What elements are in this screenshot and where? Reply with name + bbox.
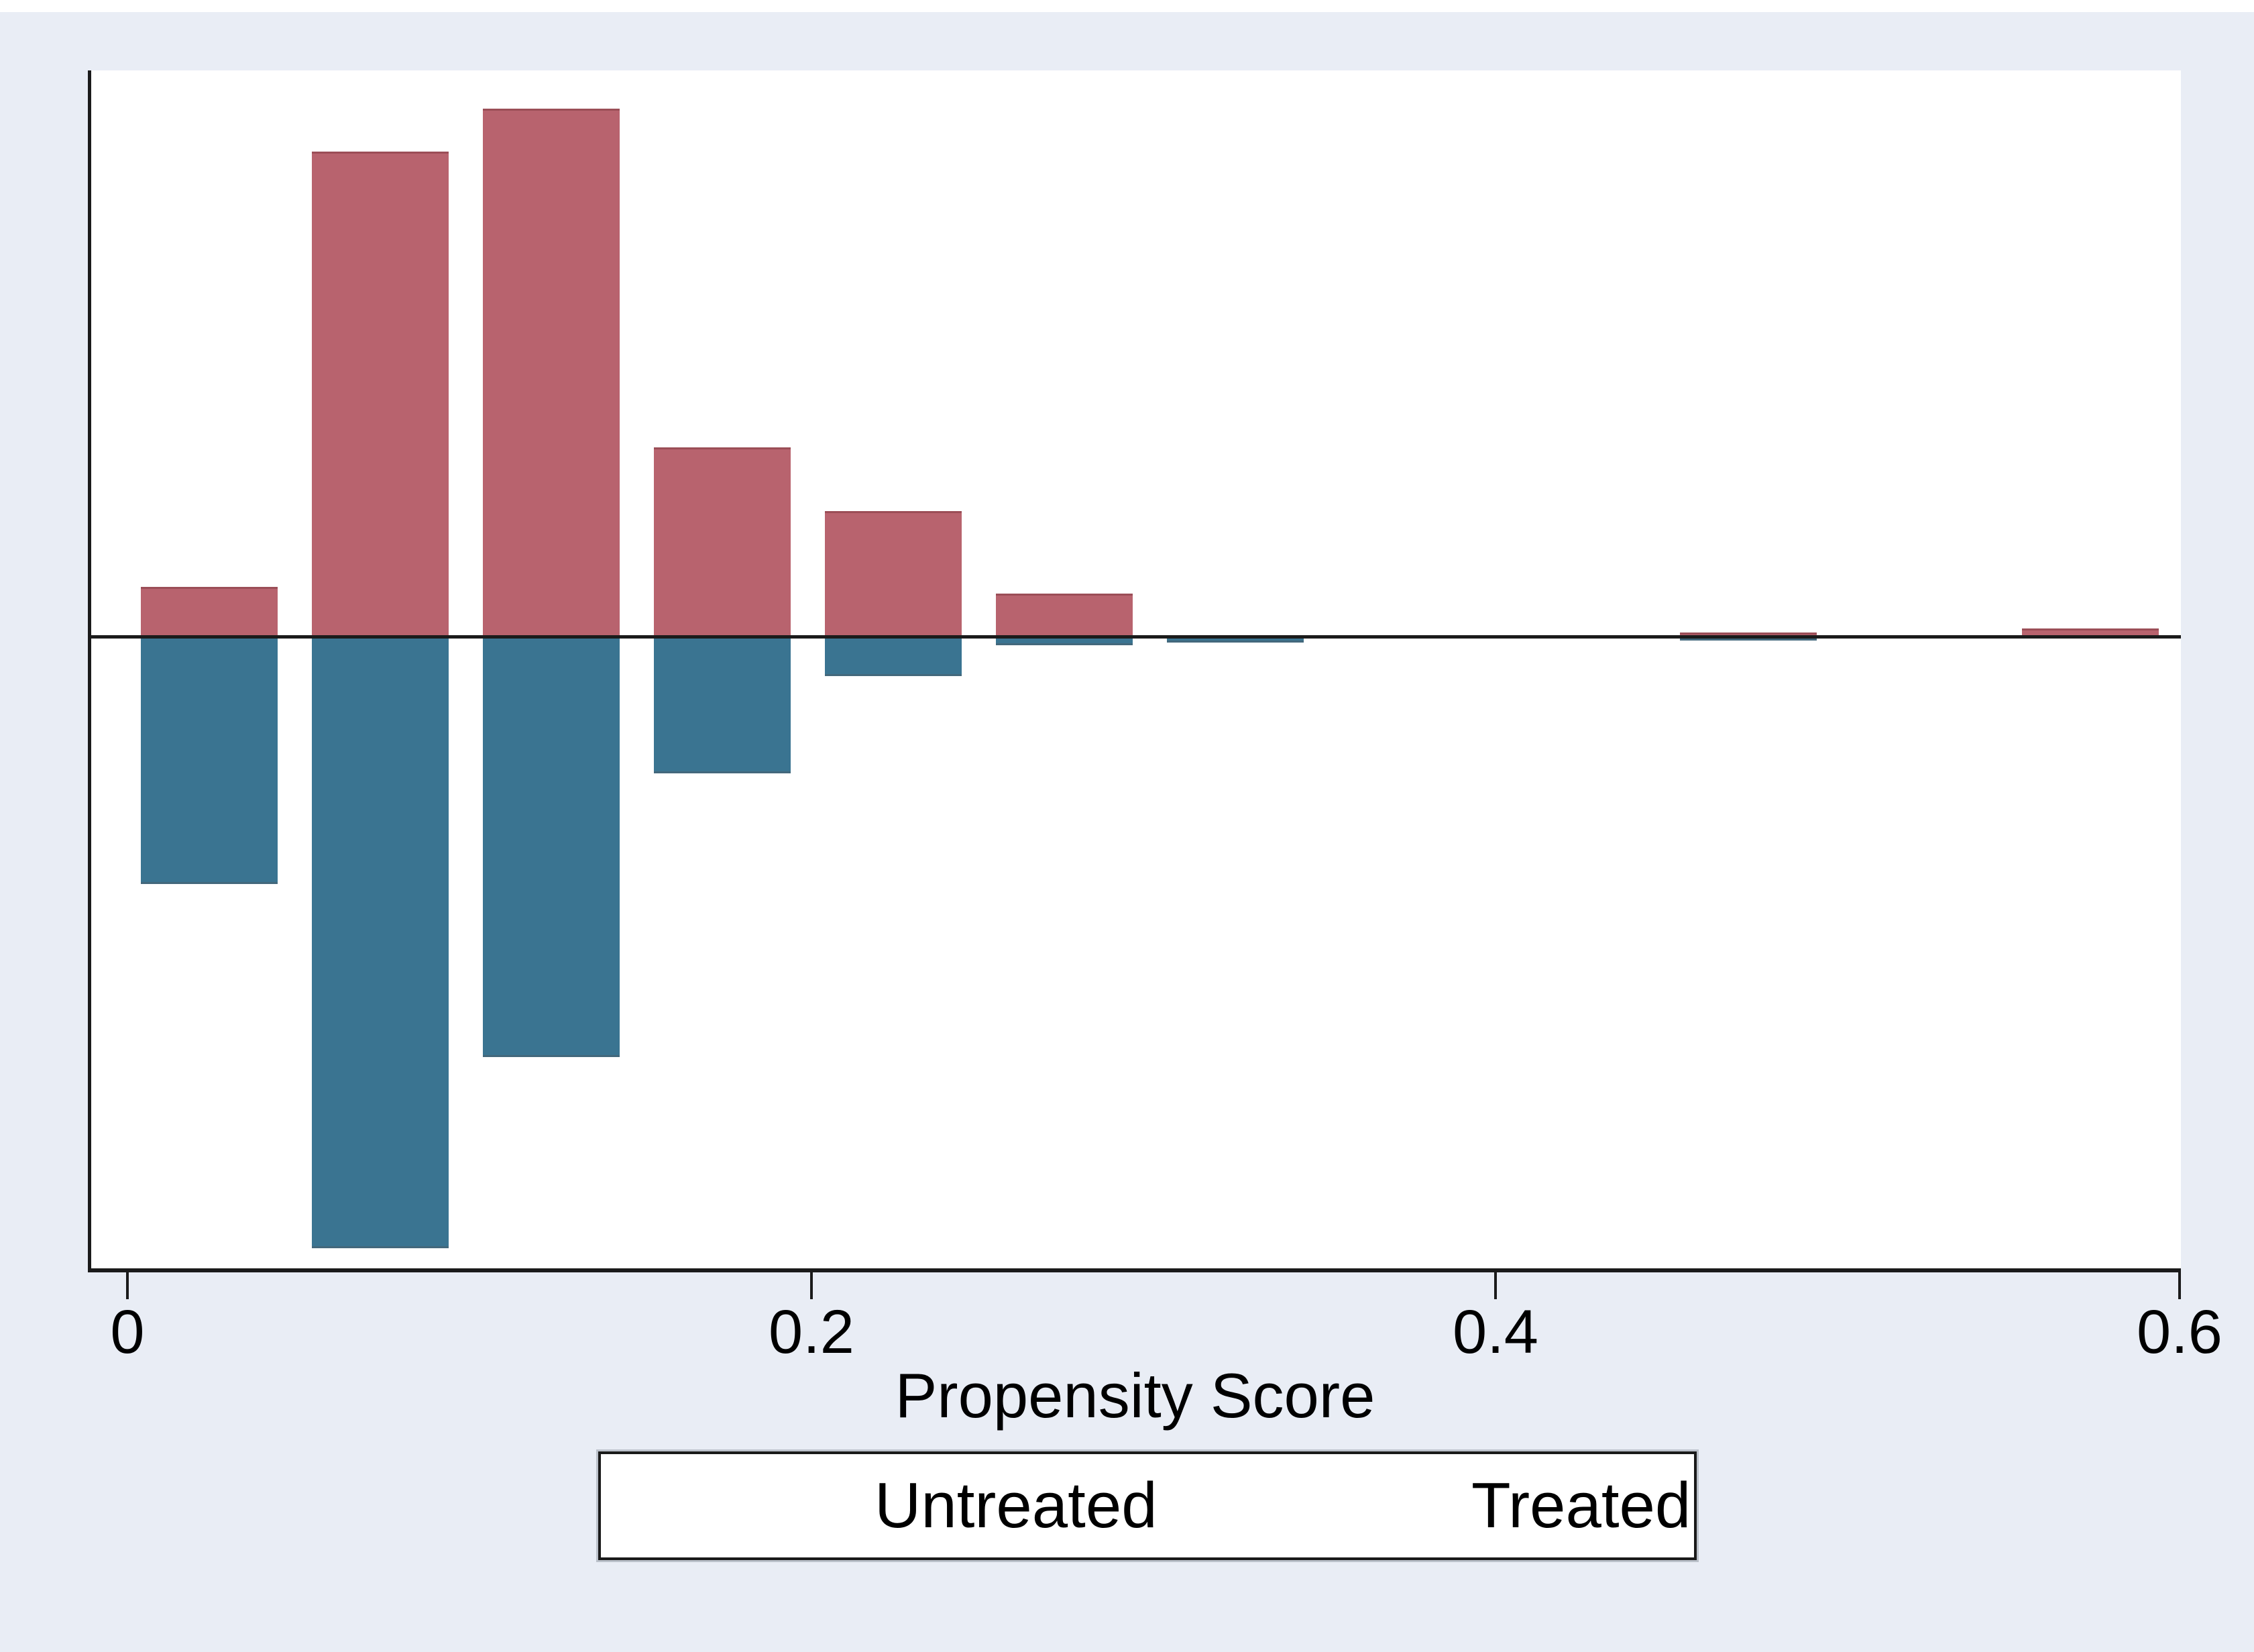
bar-treated-0.55 [2022,628,2159,637]
bar-untreated-0 [141,639,278,884]
x-tick-label-0: 0 [110,1298,145,1366]
x-tick-label-0.2: 0.2 [769,1298,854,1366]
bar-treated-0.2 [825,511,962,637]
x-tick-label-0.4: 0.4 [1453,1298,1538,1366]
x-tick-0.6 [2178,1272,2181,1299]
page-top-margin [0,0,2254,12]
x-axis-title: Propensity Score [895,1360,1375,1431]
bar-untreated-0.2 [825,639,962,676]
legend-label-untreated: Untreated [875,1470,1158,1541]
bar-untreated-0.3 [1167,639,1304,643]
legend-swatch-untreated [624,1474,845,1538]
bar-treated-0 [141,587,278,637]
bar-treated-0.1 [483,109,620,637]
bar-treated-0.15 [654,447,791,637]
bar-untreated-0.05 [312,639,449,1248]
legend-box: Untreated Treated [598,1451,1697,1560]
y-axis-line [88,70,91,1272]
x-axis-line [88,1268,2181,1272]
bar-treated-0.05 [312,152,449,637]
bar-treated-0.25 [996,594,1133,637]
x-tick-0.2 [810,1272,813,1299]
legend-label-treated: Treated [1471,1470,1691,1541]
bar-treated-0.45 [1680,632,1817,637]
bar-untreated-0.15 [654,639,791,773]
x-tick-0 [126,1272,129,1299]
zero-baseline [89,635,2181,639]
x-tick-label-0.6: 0.6 [2137,1298,2222,1366]
bar-untreated-0.1 [483,639,620,1057]
legend-swatch-treated [1225,1474,1446,1538]
bar-untreated-0.25 [996,639,1133,645]
bar-untreated-0.45 [1680,639,1817,641]
x-tick-0.4 [1494,1272,1497,1299]
